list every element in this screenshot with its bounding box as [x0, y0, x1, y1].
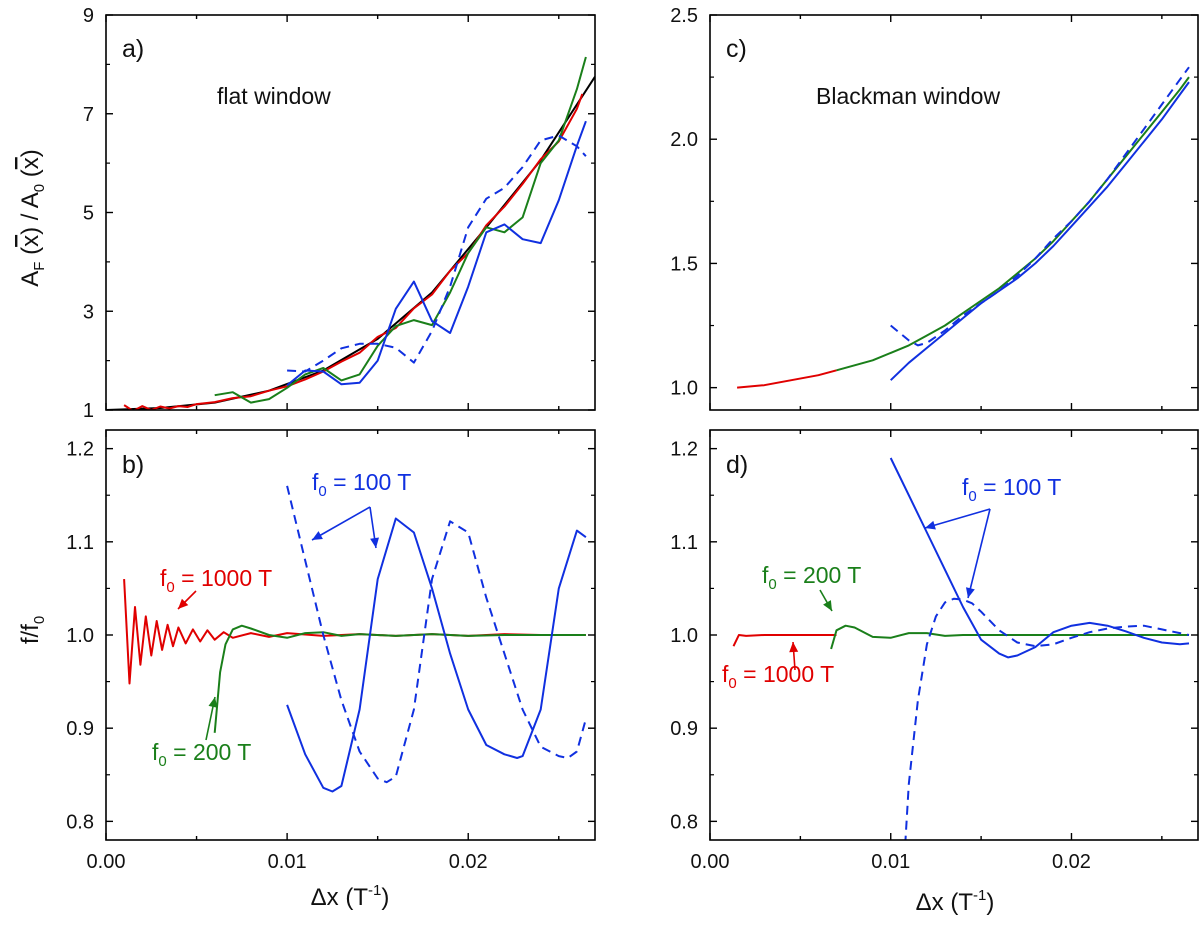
panel-a: 1 3 5 7 9 a) flat window	[83, 5, 596, 422]
y-tick-label: 1.1	[670, 532, 698, 554]
series-line-1	[123, 93, 584, 410]
y-tick-label: 1	[83, 400, 94, 422]
annotation-arrowhead	[823, 600, 832, 611]
y-tick-label: 1.0	[66, 625, 94, 647]
y-tick-label: 1.1	[66, 532, 94, 554]
annotation-arrowhead	[370, 537, 379, 548]
series-line-0	[732, 634, 837, 647]
series-line-4	[287, 134, 587, 373]
y-tick-label: 5	[83, 203, 94, 225]
x-tick-label: 0.00	[691, 851, 730, 873]
series-line-3	[904, 597, 1190, 840]
series-line-0	[106, 76, 595, 410]
ylabel-panel-a: AF (x) / A0 (x)	[17, 149, 48, 287]
series-line-3	[286, 485, 587, 784]
series-line-3	[286, 120, 587, 387]
y-tick-label: 1.2	[670, 439, 698, 461]
window-label: flat window	[217, 83, 331, 109]
series-annotation: f0 = 200 T	[152, 739, 251, 770]
series-group	[732, 457, 1190, 840]
plot-frame	[709, 14, 1199, 411]
series-annotation: f0 = 1000 T	[722, 661, 834, 692]
panel-letter: c)	[726, 35, 747, 63]
y-tick-label: 3	[83, 301, 94, 323]
series-annotation: f0 = 100 T	[962, 474, 1061, 505]
y-tick-label: 0.9	[670, 718, 698, 740]
series-group	[737, 66, 1190, 389]
panel-b: 0.00 0.01 0.02 0.8 0.9 1.0 1.1 1.2 b) f0 = 100 T f…	[66, 429, 596, 873]
svg-text:AF (x) / A0 (x): AF (x) / A0 (x)	[17, 149, 48, 287]
y-tick-label: 9	[83, 5, 94, 27]
x-tick-label: 0.02	[449, 851, 488, 873]
panel-letter: a)	[122, 35, 144, 63]
series-annotation: f0 = 1000 T	[160, 565, 272, 596]
y-tick-label: 1.0	[670, 625, 698, 647]
series-line-3	[890, 66, 1190, 347]
annotation-arrowhead	[925, 520, 936, 530]
x-tick-label: 0.02	[1052, 851, 1091, 873]
annotation-arrow	[924, 508, 991, 529]
x-tick-label: 0.01	[871, 851, 910, 873]
annotation-arrow	[311, 506, 371, 541]
annotation-arrow	[967, 508, 991, 599]
y-tick-label: 0.8	[66, 811, 94, 833]
y-tick-label: 2.5	[670, 5, 698, 27]
panel-c: 1.0 1.5 2.0 2.5 c) Blackman window	[670, 5, 1199, 411]
y-tick-label: 1.0	[670, 378, 698, 400]
y-tick-label: 1.5	[670, 253, 698, 275]
y-tick-label: 2.0	[670, 129, 698, 151]
annotation-arrowhead	[312, 531, 323, 540]
y-tick-label: 1.2	[66, 439, 94, 461]
annotation-arrowhead	[966, 587, 975, 598]
x-tick-label: 0.01	[268, 851, 307, 873]
panel-d: 0.00 0.01 0.02 0.8 0.9 1.0 1.1 1.2 d) f0 = 100 T f…	[670, 429, 1199, 873]
xlabel-panel-b: Δx (T-1)	[311, 882, 390, 911]
xlabel-panel-d: Δx (T-1)	[916, 887, 995, 916]
ylabel-panel-b: f/f0	[17, 616, 48, 644]
plot-frame	[105, 14, 596, 411]
svg-text:f/f0: f/f0	[17, 616, 48, 644]
series-line-2	[890, 81, 1190, 381]
y-tick-label: 7	[83, 104, 94, 126]
series-line-2	[214, 56, 587, 404]
annotation-arrowhead	[789, 642, 799, 653]
series-line-1	[836, 76, 1190, 372]
y-tick-label: 0.9	[66, 718, 94, 740]
series-group	[106, 56, 595, 410]
annotation-arrowhead	[178, 598, 189, 609]
annotation-arrowhead	[208, 697, 218, 708]
y-tick-label: 0.8	[670, 811, 698, 833]
series-line-0	[737, 369, 837, 389]
series-annotation: f0 = 100 T	[312, 469, 411, 500]
series-group	[123, 485, 587, 793]
panel-letter: d)	[726, 451, 748, 479]
series-line-2	[286, 517, 587, 793]
series-annotation: f0 = 200 T	[762, 562, 861, 593]
series-line-1	[213, 624, 586, 733]
panel-letter: b)	[122, 451, 144, 479]
x-tick-label: 0.00	[87, 851, 126, 873]
series-line-2	[889, 457, 1190, 659]
series-line-1	[830, 624, 1189, 650]
window-label: Blackman window	[816, 83, 1000, 109]
